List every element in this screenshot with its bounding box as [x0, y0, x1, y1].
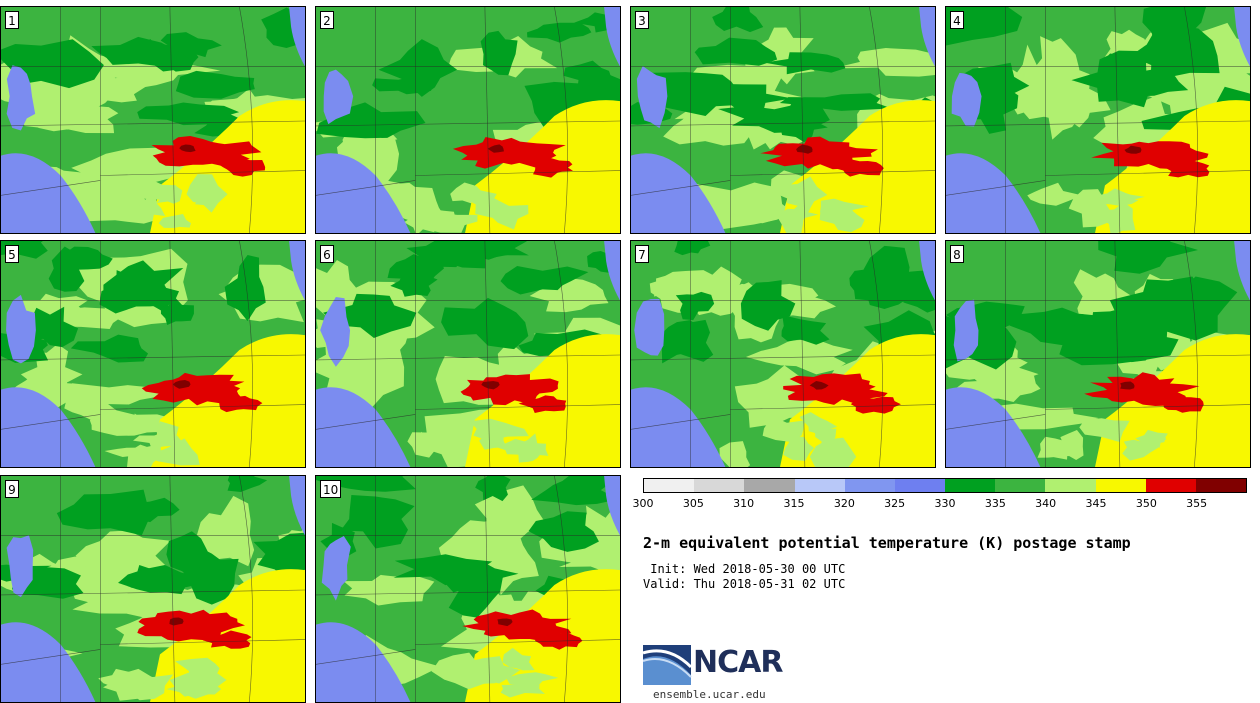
- panel-number-label: 7: [635, 245, 649, 263]
- ensemble-member-panel-8: 8: [945, 240, 1251, 468]
- ncar-swoosh-icon: [642, 645, 693, 685]
- ensemble-member-panel-5: 5: [0, 240, 306, 468]
- field-map: [946, 7, 1250, 233]
- colorbar-tick-label: 355: [1186, 497, 1208, 510]
- colorbar-tick-label: 350: [1135, 497, 1157, 510]
- panel-number-label: 10: [320, 480, 342, 498]
- colorbar-swatch: [995, 479, 1046, 492]
- colorbar-swatch: [1095, 479, 1146, 492]
- colorbar-tick-label: 315: [783, 497, 805, 510]
- colorbar-swatch: [744, 479, 795, 492]
- ensemble-member-panel-1: 1: [0, 6, 306, 234]
- field-map: [946, 241, 1250, 467]
- colorbar-swatch: [844, 479, 895, 492]
- ensemble-member-panel-3: 3: [630, 6, 936, 234]
- panel-number-label: 5: [5, 245, 19, 263]
- panel-number-label: 3: [635, 11, 649, 29]
- colorbar-tick-label: 305: [682, 497, 704, 510]
- colorbar-swatch: [1045, 479, 1096, 492]
- colorbar-tick-label: 345: [1085, 497, 1107, 510]
- field-map: [631, 7, 935, 233]
- ncar-logo-text: NCAR: [693, 645, 783, 680]
- colorbar-swatch: [1195, 479, 1247, 492]
- ncar-logo: NCAR ensemble.ucar.edu: [642, 645, 803, 701]
- colorbar: [643, 478, 1247, 493]
- init-time: Init: Wed 2018-05-30 00 UTC: [643, 562, 846, 576]
- ensemble-member-panel-4: 4: [945, 6, 1251, 234]
- field-map: [1, 7, 305, 233]
- panel-number-label: 9: [5, 480, 19, 498]
- colorbar-swatch: [694, 479, 745, 492]
- colorbar-tick-label: 320: [833, 497, 855, 510]
- colorbar-swatch: [1145, 479, 1196, 492]
- panel-number-label: 4: [950, 11, 964, 29]
- field-map: [631, 241, 935, 467]
- colorbar-tick-label: 340: [1035, 497, 1057, 510]
- colorbar-tick-label: 300: [632, 497, 654, 510]
- colorbar-tick-label: 325: [884, 497, 906, 510]
- field-map: [316, 7, 620, 233]
- colorbar-swatch: [894, 479, 946, 492]
- ensemble-member-panel-2: 2: [315, 6, 621, 234]
- field-map: [1, 476, 305, 702]
- colorbar-tick-label: 330: [934, 497, 956, 510]
- field-map: [1, 241, 305, 467]
- panel-number-label: 2: [320, 11, 334, 29]
- panel-number-label: 8: [950, 245, 964, 263]
- colorbar-ticks: 300 305 310 315 320 325 330 335 340 345 350 355: [633, 497, 1247, 511]
- figure-title: 2-m equivalent potential temperature (K)…: [643, 534, 1131, 552]
- field-map: [316, 476, 620, 702]
- colorbar-tick-label: 310: [733, 497, 755, 510]
- field-map: [316, 241, 620, 467]
- ensemble-member-panel-10: 10: [315, 475, 621, 703]
- panel-number-label: 1: [5, 11, 19, 29]
- colorbar-swatch: [794, 479, 845, 492]
- valid-time: Valid: Thu 2018-05-31 02 UTC: [643, 577, 846, 591]
- ensemble-member-panel-7: 7: [630, 240, 936, 468]
- ensemble-member-panel-6: 6: [315, 240, 621, 468]
- ensemble-member-panel-9: 9: [0, 475, 306, 703]
- colorbar-swatch: [945, 479, 996, 492]
- colorbar-tick-label: 335: [984, 497, 1006, 510]
- colorbar-swatch: [644, 479, 695, 492]
- panel-number-label: 6: [320, 245, 334, 263]
- logo-url: ensemble.ucar.edu: [653, 688, 766, 701]
